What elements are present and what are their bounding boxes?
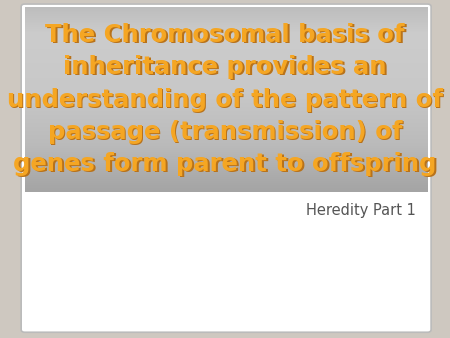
Text: genes form parent to offspring: genes form parent to offspring xyxy=(15,153,438,177)
Text: The Chromosomal basis of: The Chromosomal basis of xyxy=(47,24,406,48)
Text: understanding of the pattern of: understanding of the pattern of xyxy=(7,88,443,112)
Text: passage (transmission) of: passage (transmission) of xyxy=(48,120,402,144)
Text: inheritance provides an: inheritance provides an xyxy=(65,56,388,80)
Text: inheritance provides an: inheritance provides an xyxy=(63,55,387,79)
Text: Heredity Part 1: Heredity Part 1 xyxy=(306,203,416,218)
Text: genes form parent to offspring: genes form parent to offspring xyxy=(14,152,436,176)
Text: The Chromosomal basis of: The Chromosomal basis of xyxy=(45,23,405,47)
Text: understanding of the pattern of: understanding of the pattern of xyxy=(9,89,444,113)
Text: passage (transmission) of: passage (transmission) of xyxy=(49,121,404,145)
